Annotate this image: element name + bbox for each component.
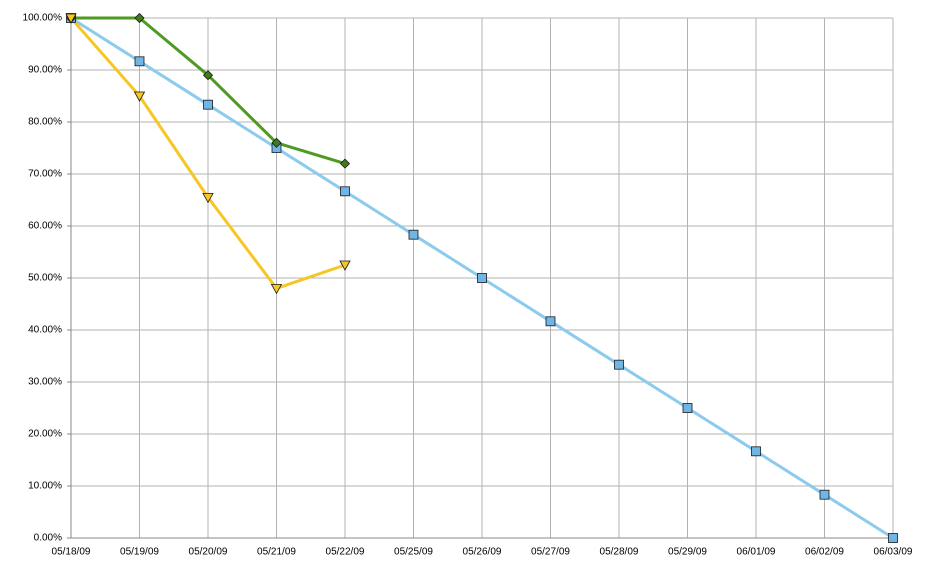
y-tick-label: 80.00%	[28, 117, 62, 128]
x-tick-label: 05/26/09	[463, 547, 502, 558]
y-tick-label: 100.00%	[23, 13, 63, 24]
data-point	[614, 359, 624, 370]
y-tick-label: 70.00%	[28, 169, 62, 180]
data-point	[339, 158, 351, 169]
y-tick-label: 50.00%	[28, 273, 62, 284]
data-point	[270, 283, 283, 295]
x-tick-label: 05/22/09	[326, 547, 365, 558]
y-tick-label: 40.00%	[28, 325, 62, 336]
data-point	[751, 446, 761, 457]
data-point	[477, 273, 487, 283]
data-point	[888, 533, 898, 543]
y-tick-label: 10.00%	[28, 481, 62, 492]
y-tick-label: 30.00%	[28, 377, 62, 388]
data-point	[202, 70, 214, 81]
x-tick-label: 06/01/09	[737, 547, 776, 558]
data-point	[134, 56, 145, 67]
data-point	[271, 137, 282, 148]
data-point	[340, 186, 350, 197]
data-point	[202, 192, 214, 204]
x-tick-label: 06/02/09	[805, 547, 844, 558]
x-tick-label: 05/28/09	[600, 547, 639, 558]
data-point	[65, 13, 77, 24]
data-point	[819, 489, 830, 500]
y-tick-label: 60.00%	[28, 221, 62, 232]
x-tick-label: 05/25/09	[394, 547, 433, 558]
x-tick-label: 05/18/09	[52, 547, 91, 558]
data-point	[545, 316, 556, 327]
data-point	[133, 91, 146, 102]
x-tick-label: 05/29/09	[668, 547, 707, 558]
x-tick-label: 05/21/09	[257, 547, 296, 558]
x-tick-label: 05/19/09	[120, 547, 159, 558]
data-point	[203, 99, 213, 110]
x-tick-label: 05/20/09	[189, 547, 228, 558]
y-tick-label: 90.00%	[28, 65, 62, 76]
data-point	[339, 260, 351, 271]
x-tick-label: 05/27/09	[531, 547, 570, 558]
x-tick-label: 06/03/09	[874, 547, 913, 558]
y-tick-label: 0.00%	[34, 533, 62, 544]
data-point	[682, 403, 693, 413]
y-tick-label: 20.00%	[28, 429, 62, 440]
data-point	[134, 12, 145, 24]
data-point	[408, 229, 419, 240]
